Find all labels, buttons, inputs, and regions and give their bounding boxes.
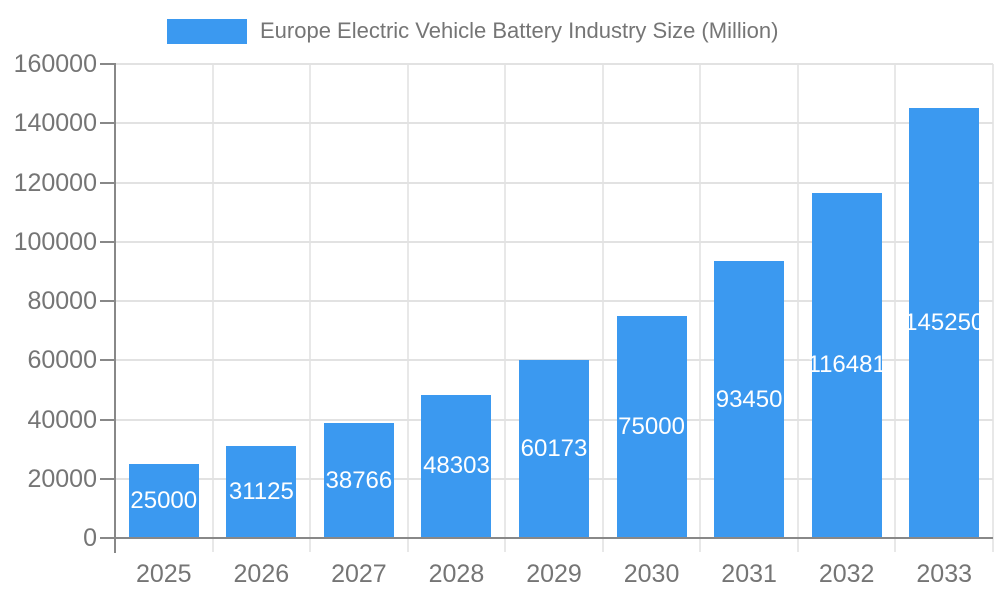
bar-2029[interactable] bbox=[519, 359, 589, 538]
y-axis-label: 140000 bbox=[13, 109, 97, 138]
bar-value-label: 116481 bbox=[807, 351, 886, 379]
bar-2026[interactable] bbox=[226, 445, 297, 538]
y-axis-label: 160000 bbox=[13, 50, 97, 78]
y-axis-label: 40000 bbox=[27, 405, 97, 434]
y-axis-tick bbox=[100, 418, 114, 421]
y-axis-tick bbox=[100, 122, 114, 125]
y-axis-label: 0 bbox=[83, 524, 97, 552]
x-axis-label: 2025 bbox=[135, 560, 192, 588]
vertical-gridline bbox=[992, 64, 994, 552]
legend-swatch bbox=[167, 18, 247, 44]
y-axis-tick bbox=[100, 300, 114, 302]
bar-2033[interactable] bbox=[909, 107, 980, 538]
bar-value-label: 31125 bbox=[228, 477, 294, 505]
bar-2025[interactable] bbox=[128, 463, 199, 538]
x-axis-label: 2027 bbox=[331, 560, 387, 588]
y-axis-tick bbox=[100, 240, 114, 243]
horizontal-gridline bbox=[115, 240, 993, 243]
y-axis-label: 20000 bbox=[27, 464, 97, 493]
horizontal-gridline bbox=[115, 300, 993, 302]
bar-2032[interactable] bbox=[811, 192, 882, 538]
vertical-gridline bbox=[406, 64, 409, 552]
horizontal-gridline bbox=[115, 181, 993, 184]
x-axis-label: 2026 bbox=[233, 560, 290, 588]
bar-value-label: 145250 bbox=[904, 308, 985, 336]
bar-2030[interactable] bbox=[616, 315, 687, 538]
horizontal-gridline bbox=[115, 63, 993, 65]
legend-label: Europe Electric Vehicle Battery Industry… bbox=[260, 18, 779, 43]
vertical-gridline bbox=[796, 64, 799, 552]
bar-value-label: 93450 bbox=[715, 385, 783, 413]
x-axis-line bbox=[115, 537, 993, 539]
x-axis-label: 2029 bbox=[526, 560, 582, 588]
y-axis-tick bbox=[100, 537, 114, 539]
x-axis-label: 2032 bbox=[818, 560, 875, 588]
y-axis-line bbox=[114, 63, 116, 553]
x-axis-label: 2028 bbox=[428, 560, 485, 588]
bar-2028[interactable] bbox=[421, 394, 492, 538]
bar-value-label: 75000 bbox=[618, 412, 685, 440]
bar-value-label: 48303 bbox=[423, 452, 490, 480]
y-axis-label: 80000 bbox=[27, 287, 97, 315]
y-axis-tick bbox=[100, 181, 114, 184]
y-axis-label: 120000 bbox=[13, 168, 97, 197]
bar-value-label: 60173 bbox=[520, 434, 588, 462]
y-axis-tick bbox=[100, 63, 114, 65]
bar-value-label: 25000 bbox=[130, 486, 198, 514]
y-axis-tick bbox=[100, 359, 114, 362]
vertical-gridline bbox=[699, 64, 702, 552]
y-axis-label: 100000 bbox=[13, 227, 97, 256]
x-axis-label: 2030 bbox=[623, 560, 680, 588]
vertical-gridline bbox=[601, 64, 604, 552]
vertical-gridline bbox=[211, 64, 214, 552]
bar-2027[interactable] bbox=[323, 423, 394, 538]
y-axis-label: 60000 bbox=[27, 346, 97, 375]
legend-item[interactable]: Europe Electric Vehicle Battery Industry… bbox=[167, 6, 778, 56]
bar-2031[interactable] bbox=[714, 261, 785, 538]
bar-value-label: 38766 bbox=[325, 466, 393, 494]
x-axis-label: 2031 bbox=[721, 560, 777, 588]
vertical-gridline bbox=[504, 64, 507, 552]
vertical-gridline bbox=[894, 64, 897, 552]
vertical-gridline bbox=[309, 64, 312, 552]
horizontal-gridline bbox=[115, 122, 993, 125]
x-axis-label: 2033 bbox=[916, 560, 973, 588]
y-axis-tick bbox=[100, 477, 114, 480]
